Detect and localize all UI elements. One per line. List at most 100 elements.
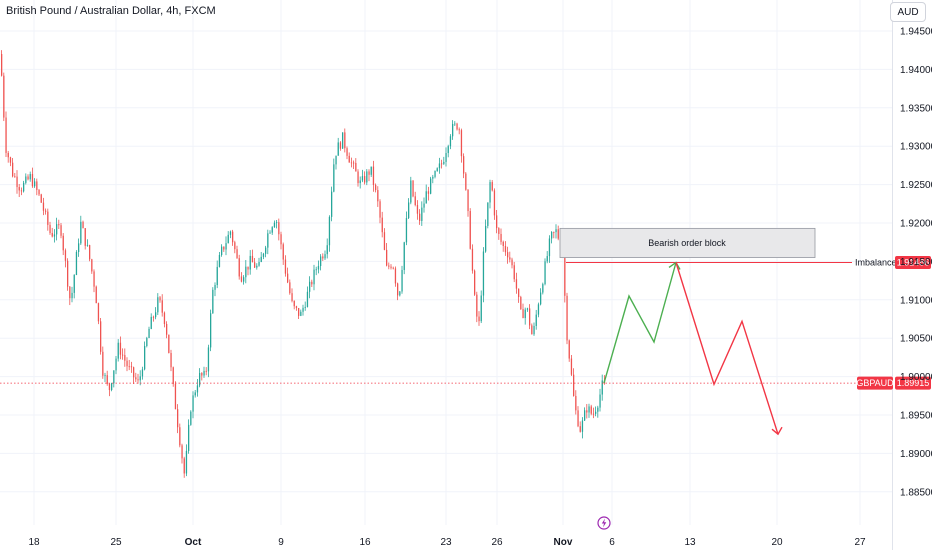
candle-body	[339, 142, 342, 149]
candle	[584, 407, 586, 422]
candle	[223, 246, 225, 252]
candle-body	[315, 269, 317, 271]
candle-body	[168, 334, 170, 354]
candle-body	[3, 75, 5, 118]
candle	[111, 382, 113, 392]
x-tick-label: Nov	[554, 537, 573, 548]
candle-body	[326, 245, 328, 255]
candle	[177, 404, 179, 434]
candle-body	[108, 383, 111, 391]
candle	[581, 417, 584, 439]
candle	[245, 260, 247, 284]
candle	[452, 120, 454, 140]
candle	[181, 443, 183, 464]
currency-button[interactable]: AUD	[890, 2, 926, 22]
candle-body	[401, 269, 403, 292]
candle	[416, 200, 419, 220]
time-axis[interactable]: 18 25 Oct 9 16 23 26 Nov 6 13 20 27	[28, 537, 866, 548]
candle	[86, 239, 89, 247]
candle	[170, 349, 172, 372]
candle	[148, 326, 150, 339]
candle-body	[350, 162, 353, 164]
candle	[454, 121, 456, 127]
candle-body	[159, 297, 161, 301]
candle-body	[102, 351, 104, 376]
candle	[573, 368, 575, 397]
candle-body	[498, 228, 500, 234]
candle-body	[537, 304, 540, 315]
candle-body	[355, 162, 357, 172]
y-tick-label: 1.88500	[900, 487, 932, 498]
candle	[361, 169, 364, 183]
candle-body	[163, 312, 166, 324]
candle	[531, 323, 533, 335]
candle	[322, 253, 324, 261]
candle	[289, 279, 291, 295]
candle	[317, 260, 320, 274]
candle	[511, 257, 513, 269]
candle	[69, 286, 71, 306]
candle-body	[504, 245, 507, 253]
candle	[542, 282, 544, 295]
candle-body	[434, 171, 436, 177]
candle-body	[234, 242, 236, 250]
candle	[513, 261, 515, 283]
candle	[205, 367, 207, 376]
candle	[401, 265, 403, 294]
price-axis[interactable]: 1.94500 1.94000 1.93500 1.93000 1.92500 1.920…	[900, 27, 932, 499]
candle-body	[282, 244, 284, 260]
candle	[227, 231, 229, 244]
candle-body	[229, 231, 232, 235]
candle-body	[190, 411, 192, 425]
candle-body	[581, 420, 584, 432]
y-tick-label: 1.90000	[900, 372, 932, 383]
candle-body	[575, 395, 577, 411]
candle	[355, 158, 357, 172]
x-tick-label: 18	[28, 537, 40, 548]
candle	[240, 272, 243, 283]
candle	[73, 274, 75, 299]
candle	[183, 456, 185, 478]
candle	[117, 339, 119, 362]
candle-body	[9, 157, 12, 163]
candle-body	[185, 450, 188, 474]
candle-body	[529, 308, 531, 326]
candle-body	[421, 207, 423, 221]
candle-body	[29, 174, 31, 180]
candle	[489, 179, 491, 209]
candle	[254, 258, 256, 269]
candle-body	[544, 261, 546, 285]
candle-body	[238, 258, 240, 277]
candle-body	[212, 289, 214, 314]
candle	[196, 379, 199, 397]
candle	[232, 229, 234, 246]
candle	[368, 169, 370, 182]
candle-body	[531, 325, 533, 335]
y-tick-label: 1.94500	[900, 27, 932, 38]
candle-body	[289, 282, 291, 294]
y-tick-label: 1.93500	[900, 103, 932, 114]
candle	[394, 266, 397, 287]
candle	[302, 304, 304, 316]
candle	[229, 230, 232, 239]
candle-body	[210, 313, 212, 348]
candle	[491, 180, 493, 192]
candle-body	[243, 277, 245, 282]
candle	[291, 288, 293, 303]
candle	[128, 359, 130, 371]
candle	[515, 272, 518, 294]
candle-body	[51, 233, 53, 237]
x-tick-label: 9	[278, 537, 284, 548]
candle-body	[80, 221, 82, 244]
candle-body	[467, 189, 469, 212]
candle-body	[364, 176, 366, 183]
candle	[357, 169, 359, 187]
candle	[267, 229, 269, 255]
candle-body	[111, 383, 113, 391]
candle-body	[31, 174, 34, 187]
order-block-zone	[559, 227, 816, 258]
y-tick-label: 1.92000	[900, 219, 932, 230]
candle	[348, 152, 350, 163]
candle	[566, 292, 568, 345]
